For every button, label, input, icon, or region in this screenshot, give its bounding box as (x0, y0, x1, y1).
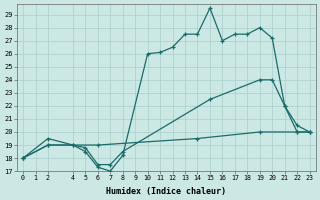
X-axis label: Humidex (Indice chaleur): Humidex (Indice chaleur) (106, 187, 226, 196)
